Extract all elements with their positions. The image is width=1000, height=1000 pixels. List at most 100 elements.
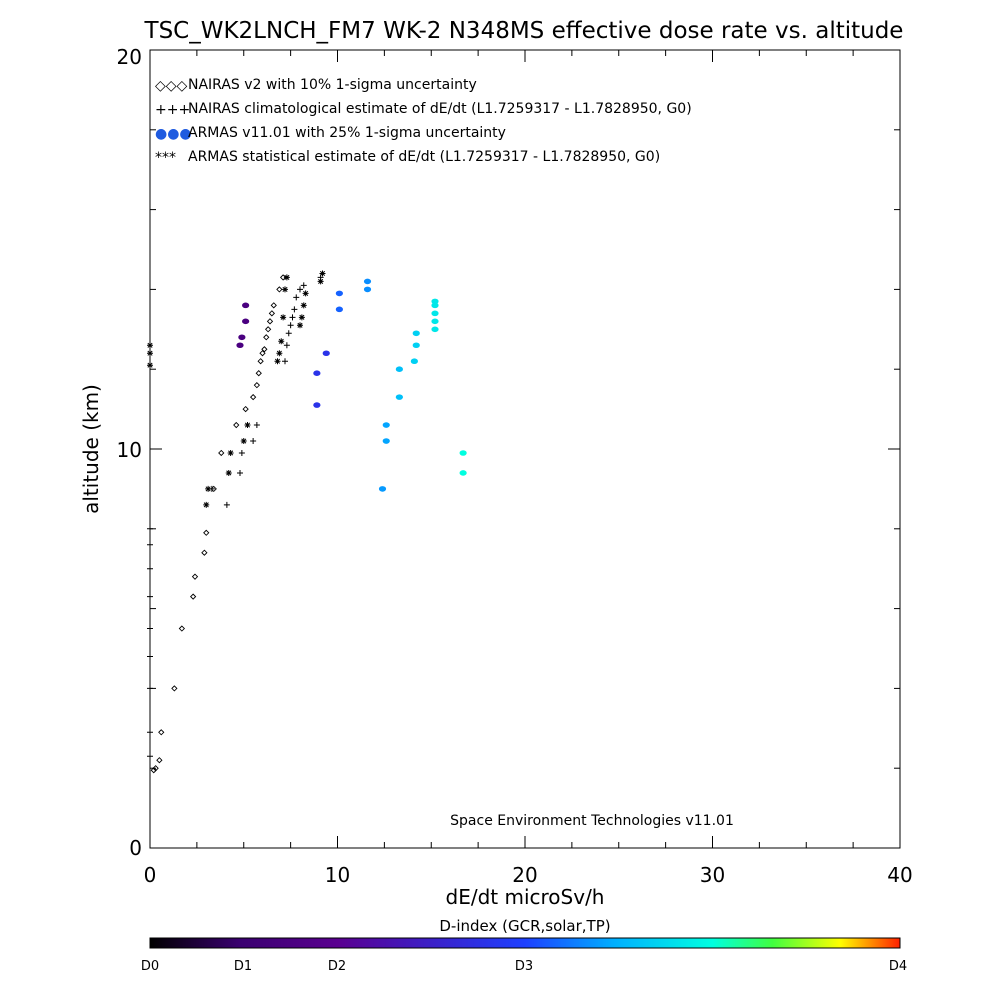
point-nairas-v2 xyxy=(201,549,208,556)
point-armas-stat xyxy=(244,422,251,429)
point-nairas-v2 xyxy=(249,393,257,401)
point-nairas-clim xyxy=(223,501,230,508)
point-nairas-clim xyxy=(147,593,153,600)
point-armas xyxy=(335,290,343,297)
point-armas xyxy=(395,394,403,400)
point-armas xyxy=(382,422,390,428)
point-nairas-v2 xyxy=(218,449,225,457)
point-armas xyxy=(378,486,387,492)
point-armas xyxy=(382,438,390,444)
legend: ◇◇◇ NAIRAS v2 with 10% 1-sigma uncertain… xyxy=(155,77,692,166)
point-nairas-v2 xyxy=(191,573,199,580)
point-nairas-v2 xyxy=(233,421,240,429)
credit-annotation: Space Environment Technologies v11.01 xyxy=(450,813,734,829)
point-nairas-v2 xyxy=(261,346,268,353)
legend-marker-nairas-v2: ◇◇◇ xyxy=(155,78,188,94)
point-armas xyxy=(313,370,321,376)
point-armas xyxy=(322,350,330,357)
legend-entry-armas-stat: ARMAS statistical estimate of dE/dt (L1.… xyxy=(188,149,660,165)
point-armas-stat xyxy=(225,469,232,476)
point-armas xyxy=(459,450,467,456)
point-nairas-v2 xyxy=(203,529,210,536)
x-tick-label: 40 xyxy=(887,863,912,887)
point-armas xyxy=(431,310,439,317)
point-nairas-clim xyxy=(253,422,260,429)
plot-frame xyxy=(149,49,901,849)
point-armas-stat xyxy=(205,485,212,492)
colorbar-tick-label: D3 xyxy=(515,959,533,974)
colorbar-tick-label: D2 xyxy=(328,959,346,974)
point-armas xyxy=(363,286,372,293)
point-nairas-v2 xyxy=(152,765,159,772)
y-tick-label: 20 xyxy=(117,45,142,69)
point-armas xyxy=(238,334,246,341)
point-armas xyxy=(395,366,403,373)
x-tick-label: 30 xyxy=(700,863,725,887)
point-nairas-clim xyxy=(289,314,296,321)
x-tick-label: 10 xyxy=(325,863,350,887)
point-nairas-clim xyxy=(147,753,153,760)
x-tick-label: 20 xyxy=(512,863,537,887)
point-nairas-v2 xyxy=(263,334,270,341)
x-tick-label: 0 xyxy=(144,863,157,887)
point-armas xyxy=(363,278,372,285)
point-armas xyxy=(431,318,439,325)
y-tick-label: 0 xyxy=(129,836,142,860)
point-armas-stat xyxy=(203,501,210,508)
point-armas xyxy=(410,358,418,365)
point-nairas-v2 xyxy=(156,757,163,764)
point-nairas-v2 xyxy=(171,685,178,692)
legend-marker-nairas-clim: +++ xyxy=(155,102,190,118)
point-armas xyxy=(242,302,250,309)
point-nairas-v2 xyxy=(189,593,197,600)
point-nairas-v2 xyxy=(268,310,276,317)
point-nairas-v2 xyxy=(150,767,157,774)
point-nairas-clim xyxy=(287,322,294,329)
point-nairas-clim xyxy=(147,541,153,548)
point-armas xyxy=(335,306,343,313)
y-axis-label: altitude (km) xyxy=(79,384,103,514)
point-armas-stat xyxy=(298,314,305,321)
point-armas-stat xyxy=(147,342,153,349)
point-armas xyxy=(431,326,439,333)
point-nairas-clim xyxy=(147,625,153,632)
point-nairas-clim xyxy=(147,565,153,572)
chart-title: TSC_WK2LNCH_FM7 WK-2 N348MS effective do… xyxy=(144,18,904,44)
point-nairas-v2 xyxy=(259,350,266,357)
point-armas-stat xyxy=(147,350,153,357)
point-nairas-clim xyxy=(291,306,298,313)
point-armas-stat xyxy=(278,338,285,345)
point-armas-stat xyxy=(283,274,290,281)
point-nairas-v2 xyxy=(253,382,261,389)
point-nairas-clim xyxy=(147,525,153,532)
colorbar xyxy=(149,937,901,949)
point-nairas-clim xyxy=(300,282,307,289)
legend-entry-nairas-v2: NAIRAS v2 with 10% 1-sigma uncertainty xyxy=(188,77,477,93)
point-armas-stat xyxy=(282,286,288,293)
point-nairas-v2 xyxy=(276,286,283,293)
point-armas-stat xyxy=(280,314,287,321)
point-armas-stat xyxy=(274,358,281,365)
point-armas-stat xyxy=(276,350,283,357)
point-nairas-v2 xyxy=(270,302,277,309)
point-nairas-clim xyxy=(285,330,292,337)
point-armas-stat xyxy=(147,362,153,369)
point-armas xyxy=(412,342,420,349)
colorbar-tick-label: D0 xyxy=(141,959,159,974)
x-axis-label: dE/dt microSv/h xyxy=(446,885,605,909)
axis-ticks xyxy=(149,49,901,849)
point-armas xyxy=(431,302,439,309)
point-nairas-clim xyxy=(283,342,290,349)
point-nairas-clim xyxy=(297,286,303,293)
point-armas-stat xyxy=(300,302,307,309)
point-nairas-v2 xyxy=(242,405,249,413)
point-armas xyxy=(313,402,321,408)
point-nairas-v2 xyxy=(178,625,186,632)
point-nairas-clim xyxy=(237,469,243,476)
point-armas-stat xyxy=(319,270,326,277)
point-armas xyxy=(236,342,244,349)
legend-marker-armas-stat: *** xyxy=(155,150,176,166)
colorbar-tick-label: D4 xyxy=(889,959,907,974)
point-nairas-clim xyxy=(147,729,153,736)
